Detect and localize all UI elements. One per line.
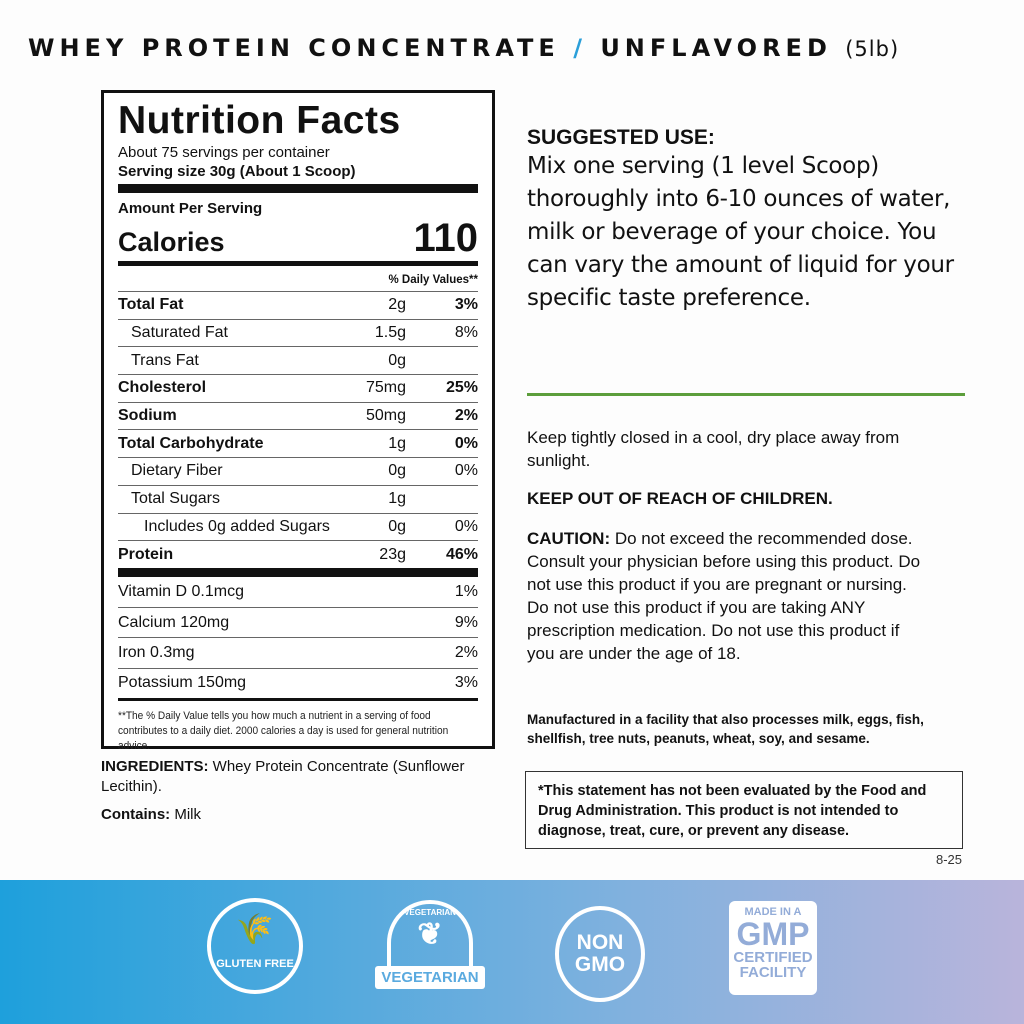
nutrient-amount: 50mg bbox=[365, 407, 406, 425]
suggested-use-heading: SUGGESTED USE: bbox=[527, 126, 715, 149]
vitamin-row: Iron 0.3mg 2% bbox=[118, 637, 478, 667]
nutrient-name: Total Sugars bbox=[131, 490, 220, 508]
nutrient-name: Sodium bbox=[118, 407, 177, 425]
leaf-icon: ❦ bbox=[417, 918, 443, 951]
nutrient-amount: 0g bbox=[388, 351, 406, 369]
vitamin-name: Iron 0.3mg bbox=[118, 644, 195, 662]
gmo-text: GMO bbox=[574, 953, 626, 976]
gmp-line1: MADE IN A bbox=[744, 906, 802, 918]
serving-size: Serving size 30g (About 1 Scoop) bbox=[118, 163, 356, 180]
vitamin-dv: 2% bbox=[454, 644, 478, 662]
nutrient-amount: 1g bbox=[388, 490, 406, 508]
calories-label: Calories bbox=[118, 227, 225, 257]
nutrient-dv: 0% bbox=[454, 434, 478, 452]
caution-body: Do not exceed the recommended dose. Cons… bbox=[527, 529, 921, 663]
nutrient-row: Total Carbohydrate 1g 0% bbox=[118, 429, 478, 457]
suggested-use-text: Mix one serving (1 level Scoop) thorough… bbox=[527, 153, 954, 311]
gmp-line3: CERTIFIED bbox=[733, 949, 813, 966]
gmp-line2: GMP bbox=[736, 916, 810, 952]
nutrient-dv: 8% bbox=[454, 324, 478, 342]
vitamin-row: Calcium 120mg 9% bbox=[118, 607, 478, 637]
nutrient-row: Total Sugars 1g bbox=[118, 484, 478, 513]
nutrient-row: Saturated Fat 1.5g 8% bbox=[118, 318, 478, 347]
nutrient-row: Protein 23g 46% bbox=[118, 540, 478, 568]
vegetarian-text: VEGETARIAN bbox=[375, 966, 485, 989]
certification-banner: 🌾 GLUTEN FREE VEGETARIAN ❦ VEGETARIAN NON… bbox=[0, 880, 1024, 1024]
nutrition-title: Nutrition Facts bbox=[118, 99, 401, 142]
nutrient-row: Includes 0g added Sugars 0g 0% bbox=[118, 512, 478, 541]
ingredients-text: Whey Protein Concentrate (Sunflower Leci… bbox=[101, 758, 465, 795]
suggested-use: SUGGESTED USE: Mix one serving (1 level … bbox=[527, 126, 967, 315]
contains-text: Milk bbox=[170, 806, 201, 823]
servings: About 75 servings per container bbox=[118, 144, 330, 161]
dv-header: % Daily Values** bbox=[388, 274, 479, 286]
wheat-icon: 🌾 bbox=[236, 913, 274, 946]
gluten-free-badge: 🌾 GLUTEN FREE bbox=[207, 898, 303, 994]
nutrient-name: Includes 0g added Sugars bbox=[144, 517, 330, 535]
nutrient-name: Total Carbohydrate bbox=[118, 434, 264, 452]
calories-row: Calories 110 bbox=[118, 218, 478, 258]
nutrient-amount: 23g bbox=[379, 545, 406, 563]
nutrient-name: Dietary Fiber bbox=[131, 462, 223, 480]
children-warning: KEEP OUT OF REACH OF CHILDREN. bbox=[527, 489, 833, 508]
nutrient-name: Saturated Fat bbox=[131, 324, 228, 342]
nutrient-amount: 0g bbox=[388, 462, 406, 480]
nutrient-name: Total Fat bbox=[118, 296, 184, 314]
nutrient-amount: 2g bbox=[388, 296, 406, 314]
amount-label: Amount Per Serving bbox=[118, 200, 263, 217]
gluten-free-text: GLUTEN FREE bbox=[216, 958, 294, 970]
nutrient-row: Dietary Fiber 0g 0% bbox=[118, 457, 478, 485]
divider-green bbox=[527, 393, 965, 396]
vitamin-name: Potassium 150mg bbox=[118, 674, 247, 692]
nutrient-dv: 0% bbox=[454, 462, 478, 480]
nutrient-amount: 75mg bbox=[365, 379, 406, 397]
storage-text: Keep tightly closed in a cool, dry place… bbox=[527, 428, 900, 470]
footnote: **The % Daily Value tells you how much a… bbox=[118, 710, 449, 753]
page-title: WHEY PROTEIN CONCENTRATE / UNFLAVORED (5… bbox=[28, 34, 900, 62]
fda-disclaimer: *This statement has not been evaluated b… bbox=[525, 771, 963, 849]
nutrition-facts-label: Nutrition Facts About 75 servings per co… bbox=[101, 90, 495, 752]
vitamin-name: Vitamin D 0.1mcg bbox=[118, 583, 244, 601]
nutrient-amount: 1.5g bbox=[374, 324, 406, 342]
non-gmo-badge: NON GMO bbox=[555, 906, 645, 1002]
nutrient-amount: 0g bbox=[388, 517, 406, 535]
divider bbox=[118, 698, 478, 702]
vitamin-row: Potassium 150mg 3% bbox=[118, 667, 478, 698]
caution-text: CAUTION: Do not exceed the recommended d… bbox=[527, 527, 922, 665]
nutrient-name: Protein bbox=[118, 545, 174, 563]
divider bbox=[118, 184, 478, 193]
ingredients-label: INGREDIENTS: bbox=[101, 758, 209, 775]
vegetarian-badge: VEGETARIAN ❦ VEGETARIAN bbox=[375, 900, 485, 996]
nutrient-dv: 46% bbox=[445, 545, 478, 563]
label-code: 8-25 bbox=[935, 852, 962, 867]
vitamin-row: Vitamin D 0.1mcg 1% bbox=[118, 577, 478, 607]
nutrient-row: Total Fat 2g 3% bbox=[118, 291, 478, 319]
nutrient-row: Trans Fat 0g bbox=[118, 346, 478, 374]
caution-label: CAUTION: bbox=[527, 529, 611, 548]
vegetarian-arc-text: VEGETARIAN bbox=[404, 908, 456, 917]
gmp-line4: FACILITY bbox=[739, 964, 807, 981]
vitamin-name: Calcium 120mg bbox=[118, 613, 230, 631]
calories-value: 110 bbox=[413, 216, 478, 260]
vitamin-dv: 9% bbox=[454, 613, 478, 631]
vitamin-dv: 1% bbox=[454, 583, 478, 601]
nutrient-dv: 2% bbox=[454, 407, 478, 425]
ingredients: INGREDIENTS: Whey Protein Concentrate (S… bbox=[101, 757, 501, 825]
nutrient-row: Cholesterol 75mg 25% bbox=[118, 374, 478, 402]
contains-label: Contains: bbox=[101, 806, 171, 823]
nutrient-dv: 3% bbox=[454, 296, 478, 314]
gmp-badge: MADE IN A GMP CERTIFIED FACILITY bbox=[729, 901, 817, 995]
nutrient-name: Cholesterol bbox=[118, 379, 207, 397]
nutrient-row: Sodium 50mg 2% bbox=[118, 401, 478, 430]
nutrient-name: Trans Fat bbox=[131, 351, 199, 369]
divider bbox=[118, 261, 478, 266]
nutrient-amount: 1g bbox=[388, 434, 406, 452]
nutrient-dv: 0% bbox=[454, 517, 478, 535]
allergen-text: Manufactured in a facility that also pro… bbox=[527, 712, 924, 746]
divider bbox=[118, 567, 478, 577]
non-text: NON bbox=[576, 931, 624, 954]
nutrient-dv: 25% bbox=[445, 379, 478, 397]
vitamin-dv: 3% bbox=[454, 674, 478, 692]
